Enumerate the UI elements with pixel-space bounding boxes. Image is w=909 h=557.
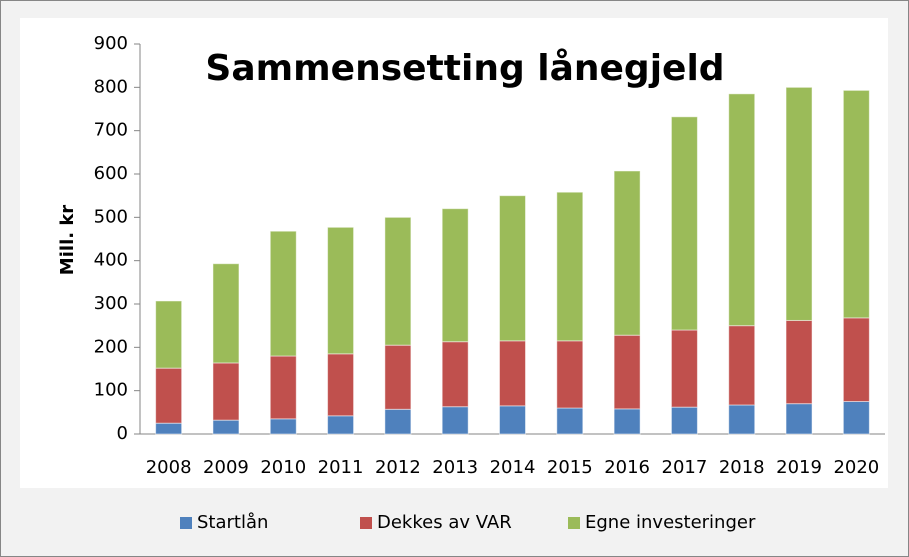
legend-swatch [360,517,372,529]
bar-segment [728,325,756,406]
bar-segment [670,116,698,331]
bar-segment [613,334,641,410]
legend-label: Startlån [197,512,268,533]
bar-segment [327,226,355,355]
bar-segment [728,93,756,327]
bar-segment [212,263,240,364]
x-tick-label: 2015 [547,457,593,478]
legend-label: Egne investeringer [585,512,756,533]
x-tick-label: 2008 [146,457,192,478]
bar-segment [212,362,240,421]
bar-segment [441,341,469,408]
bar-segment [842,401,870,435]
bar-segment [155,367,183,424]
bar-segment [556,191,584,342]
y-tick-label: 400 [94,250,128,271]
x-tick-label: 2018 [719,457,765,478]
bar-segment [384,216,412,346]
x-tick-label: 2019 [776,457,822,478]
y-tick-label: 500 [94,206,128,227]
bar-segment [499,195,526,342]
bar-segment [670,406,698,435]
y-tick-label: 900 [94,33,128,54]
bar-segment [728,404,756,435]
bar-segment [670,329,698,408]
bar-segment [499,340,526,407]
bar-segment [269,418,297,435]
x-tick-label: 2011 [318,457,364,478]
x-tick-label: 2012 [375,457,421,478]
bar-segment [499,405,526,435]
y-tick-label: 800 [94,76,128,97]
bar-segment [384,344,412,410]
bar-segment [785,319,813,405]
bar-segment [327,415,355,435]
y-tick-label: 600 [94,163,128,184]
bar-segment [785,403,813,435]
bar-segment [785,86,813,321]
x-tick-label: 2009 [203,457,249,478]
bar-segment [613,170,641,336]
bar-segment [269,230,297,357]
legend-label: Dekkes av VAR [377,512,512,533]
bar-segment [441,208,469,343]
x-tick-label: 2017 [662,457,708,478]
bar-segment [327,353,355,417]
x-tick-label: 2014 [490,457,536,478]
legend-swatch [180,517,192,529]
y-tick-label: 200 [94,336,128,357]
bar-segment [441,406,469,435]
x-tick-label: 2010 [260,457,306,478]
bar-segment [155,422,183,435]
bar-segment [556,340,584,409]
x-tick-label: 2013 [432,457,478,478]
bar-segment [842,89,870,319]
y-tick-label: 100 [94,380,128,401]
bar-segment [842,317,870,402]
bar-segment [212,419,240,435]
y-tick-label: 300 [94,293,128,314]
x-tick-label: 2020 [833,457,879,478]
bar-segment [155,300,183,369]
y-tick-label: 700 [94,120,128,141]
x-tick-label: 2016 [604,457,650,478]
y-tick-label: 0 [117,423,128,444]
chart-title: Sammensetting lånegjeld [205,48,724,89]
bar-segment [613,408,641,435]
bar-segment [384,408,412,435]
bar-segment [269,355,297,420]
y-axis-label: Mill. kr [57,205,78,275]
legend-swatch [568,517,580,529]
bar-segment [556,407,584,435]
